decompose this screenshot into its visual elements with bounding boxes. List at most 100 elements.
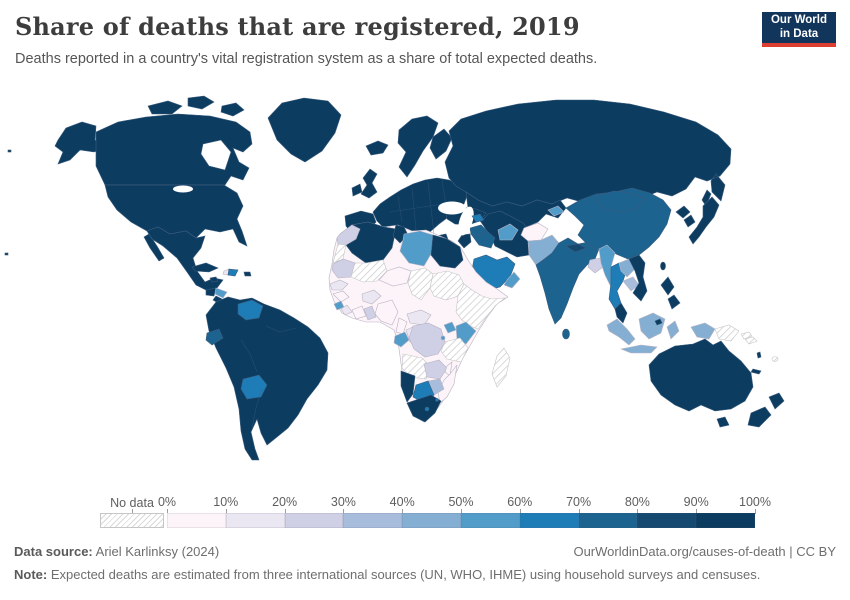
pacific-speck-west[interactable] [7,149,12,153]
region-mongolia[interactable] [595,190,646,213]
region-greenland[interactable] [267,97,342,163]
region-vanuatu[interactable] [756,351,762,359]
region-iceland[interactable] [365,140,389,156]
data-source-label: Data source: [14,544,93,559]
region-nigeria[interactable] [374,299,399,326]
region-turkmenistan[interactable] [497,223,519,241]
legend-no-data-swatch[interactable] [100,513,164,528]
region-israel-jordan[interactable] [457,233,472,249]
legend-tick-label: 10% [213,495,239,509]
region-burkina-faso[interactable] [361,289,382,305]
legend-bin-40-50[interactable] [402,513,461,528]
region-tanzania[interactable] [440,337,469,363]
region-new-caledonia[interactable] [750,368,762,375]
region-iraq[interactable] [470,230,496,249]
region-united-states[interactable] [104,184,248,247]
region-kyrgyzstan[interactable] [547,205,565,217]
legend-no-data[interactable]: No data [100,496,164,529]
legend-bin-90-100[interactable] [696,513,755,528]
region-united-kingdom[interactable] [360,168,378,199]
region-horn-of-africa[interactable] [455,283,506,330]
region-malaysia[interactable] [614,302,628,324]
region-nepal[interactable] [565,243,587,253]
region-rwanda[interactable] [440,335,446,341]
region-japan[interactable] [688,196,720,245]
region-puerto-rico[interactable] [243,271,252,277]
region-egypt[interactable] [430,234,464,269]
legend-bin-80-90[interactable] [637,513,697,528]
region-chad[interactable] [407,267,434,301]
region-azerbaijan[interactable] [471,213,485,223]
region-lesotho[interactable] [424,406,430,412]
region-russia[interactable] [444,99,732,207]
region-libya[interactable] [399,230,434,267]
region-south-america[interactable] [205,296,329,461]
region-jamaica[interactable] [209,276,219,283]
region-eswatini[interactable] [435,398,439,402]
legend-tick-mark [225,509,227,514]
region-sri-lanka[interactable] [562,328,570,340]
region-canada[interactable] [95,113,253,186]
region-south-africa[interactable] [406,394,442,423]
region-papua-indonesia[interactable] [690,322,716,340]
region-ireland[interactable] [351,183,363,197]
region-niger[interactable] [378,266,412,287]
region-gabon[interactable] [393,331,410,348]
region-democratic-republic-of-congo[interactable] [408,322,446,358]
region-australia[interactable] [648,338,754,428]
region-ecuador[interactable] [205,328,224,346]
region-alaska[interactable] [54,121,107,165]
region-finland[interactable] [429,128,453,160]
region-papua-new-guinea[interactable] [714,324,753,342]
region-bangladesh[interactable] [587,257,604,274]
legend-bin-0-10[interactable] [167,513,226,528]
region-arctic-islands[interactable] [147,95,245,117]
region-taiwan[interactable] [660,261,666,271]
region-new-zealand[interactable] [747,392,785,428]
region-guatemala[interactable] [205,287,217,297]
region-cote-divoire[interactable] [351,305,367,320]
region-kenya[interactable] [455,321,477,345]
region-dominican-republic[interactable] [227,268,239,277]
region-philippines[interactable] [660,276,681,310]
region-oman[interactable] [503,271,521,289]
legend-bin-20-30[interactable] [284,513,344,528]
region-north-korea[interactable] [675,205,691,219]
legend-bin-10-20[interactable] [225,513,285,528]
region-china[interactable] [565,187,672,260]
region-central-african-republic[interactable] [406,309,432,326]
region-honduras[interactable] [214,287,228,299]
pacific-speck-hawaii[interactable] [4,252,9,256]
region-angola[interactable] [401,353,431,380]
region-madagascar[interactable] [491,347,511,388]
region-indonesia-sumatra[interactable] [606,318,636,346]
region-liberia[interactable] [340,304,353,316]
region-venezuela[interactable] [237,299,264,321]
region-brunei[interactable] [654,318,663,326]
region-solomon-islands[interactable] [744,336,758,345]
region-vietnam[interactable] [628,254,648,302]
region-guinea[interactable] [332,290,350,303]
region-sulawesi[interactable] [666,320,680,340]
region-fiji[interactable] [771,356,779,362]
legend-bin-30-40[interactable] [343,513,403,528]
region-ghana[interactable] [363,305,377,321]
region-india[interactable] [535,237,600,325]
region-mozambique[interactable] [437,364,458,404]
region-south-korea[interactable] [683,214,696,228]
region-zambia[interactable] [423,359,448,380]
legend-bin-50-60[interactable] [460,513,520,528]
region-senegal[interactable] [329,279,349,291]
region-cameroon[interactable] [395,317,408,335]
region-mexico[interactable] [143,226,224,291]
legend-bin-60-70[interactable] [519,513,579,528]
region-namibia[interactable] [400,370,416,403]
owid-logo[interactable]: Our World in Data [762,12,836,47]
legend-tick-label: 90% [683,495,709,509]
legend-bin-70-80[interactable] [578,513,638,528]
citation-link[interactable]: OurWorldinData.org/causes-of-death | CC … [573,544,836,559]
region-scandinavia[interactable] [397,115,439,178]
region-cuba[interactable] [191,262,219,273]
region-mali[interactable] [350,259,388,283]
region-borneo[interactable] [638,312,666,340]
